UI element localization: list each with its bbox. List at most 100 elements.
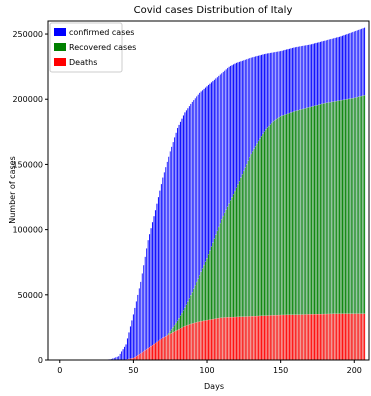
bar-2-108 [218,318,220,361]
bar-2-139 [263,315,266,361]
bar-0-50 [132,314,135,361]
bar-2-113 [225,317,227,361]
bar-2-81 [178,329,180,361]
bar-2-63 [151,345,154,361]
legend: confirmed cases Recovered cases Deaths [49,22,136,73]
legend-swatch-recovered [54,43,66,51]
bar-2-172 [312,314,314,361]
legend-label-recovered: Recovered cases [69,43,136,52]
bar-2-130 [250,316,252,361]
bar-0-58 [144,256,146,361]
bar-0-48 [129,326,132,361]
bar-2-173 [313,314,316,361]
bar-0-65 [154,209,157,361]
bar-2-205 [360,313,363,361]
bar-2-116 [229,317,232,361]
bar-0-52 [135,301,138,361]
bar-2-177 [319,314,322,361]
bar-2-86 [185,325,188,361]
bar-0-41 [119,353,121,361]
bar-2-79 [175,330,177,361]
bar-2-176 [318,314,320,361]
bar-2-153 [284,314,286,361]
bar-0-39 [116,356,118,361]
bar-2-114 [226,317,229,361]
bar-2-155 [287,314,289,361]
bar-2-57 [142,351,145,361]
bar-0-62 [150,227,152,361]
y-tick-label-4: 200000 [12,95,43,104]
bar-2-117 [231,317,233,361]
bar-2-202 [356,313,358,361]
x-tick-label-3: 150 [273,366,288,375]
y-tick-label-1: 50000 [18,291,43,300]
bar-2-138 [262,315,264,361]
x-axis-title: Days [204,382,224,391]
bar-2-95 [198,321,201,361]
bar-0-51 [134,307,136,361]
bar-2-195 [346,313,348,361]
bar-2-189 [337,313,339,361]
bar-2-133 [254,316,257,361]
bar-2-170 [309,314,311,361]
x-axis-ticks: 0 50 100 150 200 [57,360,362,375]
bar-2-149 [278,314,280,361]
bar-2-107 [216,318,219,361]
bar-2-103 [210,319,213,361]
bar-2-194 [344,313,347,361]
bar-0-72 [165,166,167,361]
bar-0-47 [128,332,130,361]
bar-2-197 [349,313,351,361]
bar-2-145 [272,315,275,361]
bar-0-55 [140,281,142,361]
y-tick-label-5: 250000 [12,30,43,39]
bar-2-201 [355,313,357,361]
bar-2-70 [162,337,164,361]
bar-0-69 [160,183,163,361]
bar-2-126 [244,316,247,361]
bar-2-59 [145,349,148,361]
bar-2-77 [172,332,174,361]
bar-2-91 [193,322,195,361]
bar-2-179 [322,313,325,361]
bar-2-52 [135,356,138,361]
bar-0-53 [137,294,139,361]
bar-2-72 [165,336,167,361]
bar-2-200 [353,313,355,361]
bar-2-141 [266,315,269,361]
y-tick-label-0: 0 [38,356,43,365]
bar-2-85 [184,325,186,361]
bar-2-182 [327,313,329,361]
bar-2-171 [310,314,313,361]
y-tick-label-3: 150000 [12,160,43,169]
bar-0-49 [131,320,133,361]
bar-2-106 [215,318,217,361]
bar-2-56 [141,352,143,361]
bar-0-76 [170,146,173,361]
bar-2-74 [168,334,170,361]
bar-2-119 [234,316,236,361]
bar-0-42 [120,351,123,361]
bar-2-110 [221,317,223,361]
bar-2-178 [321,313,323,361]
bar-0-40 [117,355,120,361]
y-tick-label-2: 100000 [12,226,43,235]
bar-2-187 [334,313,336,361]
y-axis-title: Number of cases [8,156,17,224]
bar-2-104 [212,319,214,361]
bar-2-65 [154,342,157,361]
bar-2-109 [219,317,221,361]
bar-2-128 [247,316,249,361]
bar-2-140 [265,315,267,361]
bar-2-68 [159,339,161,361]
bar-2-144 [271,315,273,361]
bar-2-167 [304,314,307,361]
bar-0-67 [157,196,160,361]
bar-0-68 [159,190,161,361]
bar-0-44 [123,346,126,361]
bar-2-90 [191,323,194,361]
bar-2-82 [179,328,182,361]
bar-0-59 [145,248,148,361]
bar-2-55 [140,353,142,361]
